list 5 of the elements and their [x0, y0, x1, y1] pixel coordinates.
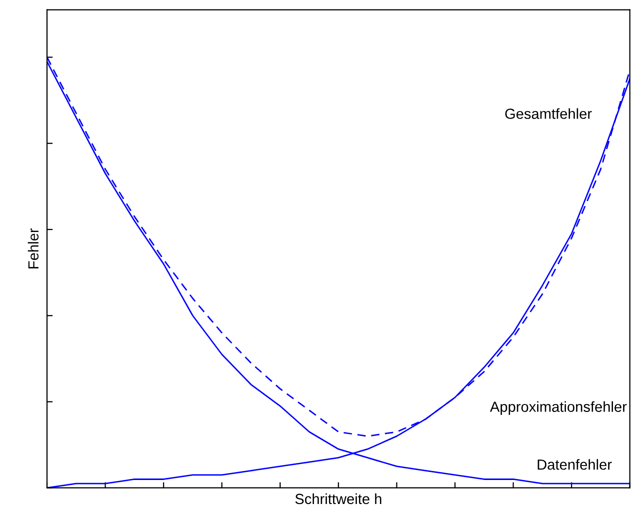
series-label: Datenfehler — [538, 459, 612, 470]
y-axis-title: Fehler — [28, 228, 39, 268]
series-label: Approximationsfehler — [490, 401, 627, 415]
series-label: Gesamtfehler — [505, 108, 592, 119]
x-axis-title: Schrittweite h — [295, 493, 382, 504]
